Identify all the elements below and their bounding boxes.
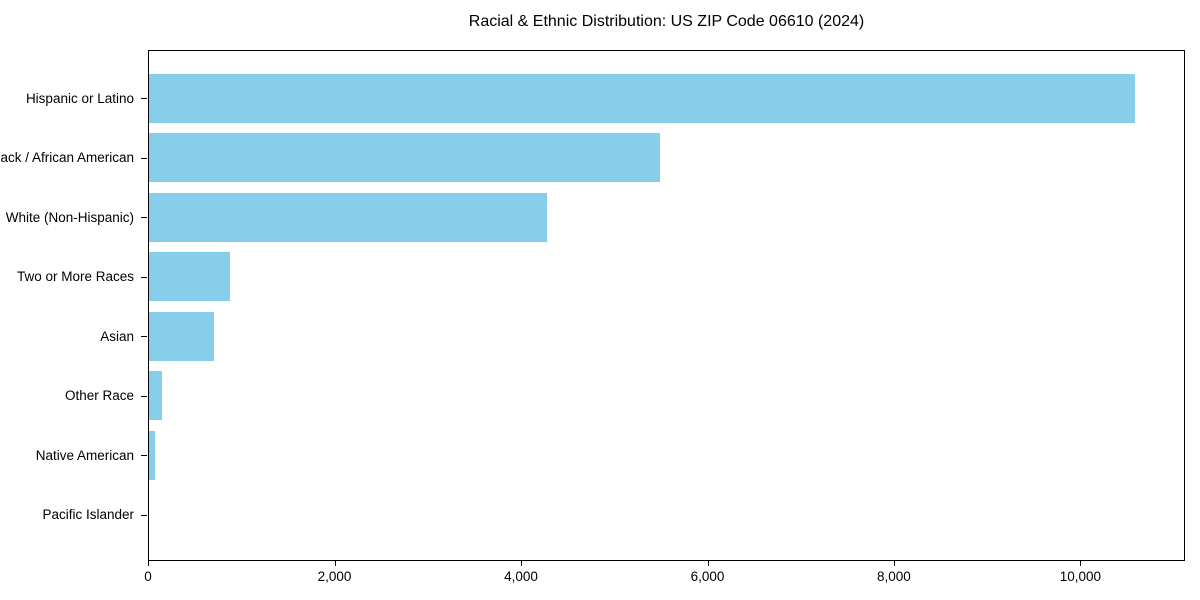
x-tick-mark bbox=[334, 561, 336, 566]
x-tick-mark bbox=[707, 561, 709, 566]
y-axis: Hispanic or Latino Black / African Americ… bbox=[0, 50, 148, 561]
y-tick-label: Hispanic or Latino bbox=[25, 90, 134, 106]
bar-black-african-american bbox=[149, 133, 660, 182]
x-tick-mark bbox=[893, 561, 895, 566]
y-tick-label: Native American bbox=[35, 447, 134, 463]
y-tick-label: Asian bbox=[100, 328, 134, 344]
y-tick-label: Two or More Races bbox=[16, 269, 134, 284]
x-tick-label: 2,000 bbox=[317, 569, 352, 584]
x-tick-label: 10,000 bbox=[1059, 569, 1102, 584]
bar-other-race bbox=[149, 371, 163, 420]
y-tick-label: Pacific Islander bbox=[42, 507, 134, 522]
y-tick-mark bbox=[141, 276, 147, 278]
bar-asian bbox=[149, 311, 214, 361]
x-tick-label: 6,000 bbox=[690, 569, 725, 584]
y-tick-mark bbox=[141, 514, 147, 516]
x-tick-mark bbox=[148, 561, 149, 566]
y-tick-mark bbox=[141, 98, 147, 99]
x-tick-mark bbox=[521, 561, 522, 566]
y-tick-mark bbox=[141, 157, 147, 159]
bar-white-non-hispanic bbox=[149, 192, 548, 242]
bar-two-or-more-races bbox=[149, 252, 230, 301]
x-tick-mark bbox=[1080, 561, 1082, 566]
x-tick-label: 4,000 bbox=[504, 569, 538, 584]
x-tick-label: 8,000 bbox=[876, 569, 911, 584]
y-tick-mark bbox=[141, 217, 147, 218]
y-tick-mark bbox=[141, 336, 147, 337]
x-axis: 0 2,000 4,000 6,000 8,000 10,000 bbox=[144, 561, 1185, 600]
y-tick-mark bbox=[141, 395, 147, 397]
chart-title: Racial & Ethnic Distribution: US ZIP Cod… bbox=[468, 13, 865, 30]
y-tick-label: Black / African American bbox=[0, 150, 134, 165]
y-tick-mark bbox=[141, 455, 147, 456]
y-tick-label: Other Race bbox=[64, 388, 134, 403]
bar-native-american bbox=[149, 430, 155, 480]
plot-area bbox=[148, 50, 1185, 561]
x-tick-label: 0 bbox=[144, 569, 152, 584]
bar-hispanic-or-latino bbox=[149, 73, 1135, 123]
y-tick-label: White (Non-Hispanic) bbox=[5, 209, 134, 225]
